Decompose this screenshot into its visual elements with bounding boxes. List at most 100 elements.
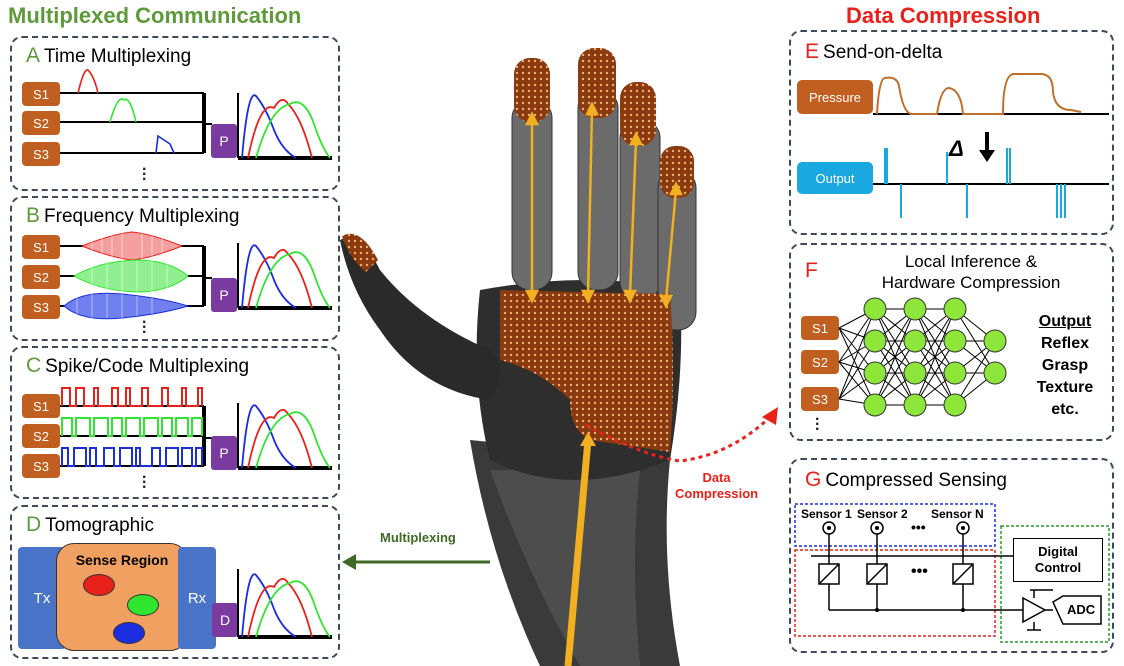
sensor-1-label: Sensor 1 xyxy=(801,507,852,521)
digital-control-box: Digital Control xyxy=(1013,538,1103,582)
more-sensors-ellipsis: · · · xyxy=(142,161,148,188)
panel-c-title: C Spike/Code Multiplexing xyxy=(26,354,249,378)
output-etc: etc. xyxy=(1051,401,1079,418)
panel-g-title: G Compressed Sensing xyxy=(805,468,1007,492)
time-multiplexing-diagram xyxy=(60,69,332,160)
data-compression-arrow xyxy=(585,407,778,463)
adc-label: ADC xyxy=(1067,602,1096,617)
sensor-s1: S1 xyxy=(22,235,60,259)
panel-b-title: B Frequency Multiplexing xyxy=(26,204,239,228)
nn-node xyxy=(983,361,1007,385)
multiplexing-label: Multiplexing xyxy=(380,530,456,545)
panel-e-title: E Send-on-delta xyxy=(805,40,942,64)
nn-connection xyxy=(874,308,916,406)
green-target xyxy=(127,594,159,616)
sensor-s1: S1 xyxy=(22,394,60,418)
multiplexed-communication-heading: Multiplexed Communication xyxy=(8,3,302,28)
panel-f-local-inference: F Local Inference & Hardware Compression… xyxy=(789,243,1114,441)
panel-d-letter: D xyxy=(26,513,42,536)
nn-connection xyxy=(914,308,956,406)
nn-node xyxy=(903,329,927,353)
blue-target xyxy=(113,622,145,644)
sensor-s3: S3 xyxy=(22,454,60,478)
panel-f-letter-wrap: F xyxy=(805,259,822,283)
neural-network-diagram xyxy=(838,297,1007,417)
sensor-s2: S2 xyxy=(22,111,60,135)
compressed-sensing-circuit: ••• ••• xyxy=(794,503,1110,643)
send-on-delta-plot: Δ xyxy=(873,73,1109,218)
panel-c-letter: C xyxy=(26,354,42,377)
receiver-rx: Rx xyxy=(178,547,216,649)
processor-p: P xyxy=(211,278,237,312)
panel-d-title-text: Tomographic xyxy=(45,515,154,536)
panel-f-title-line1: Local Inference & xyxy=(904,252,1038,271)
nn-node xyxy=(983,329,1007,353)
output-heading: Output xyxy=(1038,313,1092,330)
panel-e-title-text: Send-on-delta xyxy=(823,42,943,63)
panel-b-title-text: Frequency Multiplexing xyxy=(44,206,240,227)
more-sensors-ellipsis: · · · xyxy=(815,411,821,438)
robotic-hand-illustration xyxy=(340,48,697,666)
inference-outputs: Output Reflex Grasp Texture etc. xyxy=(1019,311,1111,421)
more-sensors-ellipsis: · · · xyxy=(142,469,148,496)
panel-c-spike-code-multiplexing: C Spike/Code Multiplexing S1 S2 S3 P · · · xyxy=(10,346,340,499)
nn-node xyxy=(863,393,887,417)
panel-b-frequency-multiplexing: B Frequency Multiplexing S1 S2 S3 P · · · xyxy=(10,196,340,341)
nn-node xyxy=(863,329,887,353)
panel-b-letter: B xyxy=(26,204,41,227)
panel-a-time-multiplexing: A Time Multiplexing S1 S2 S3 P · · · xyxy=(10,36,340,191)
nn-node xyxy=(863,297,887,321)
panel-d-tomographic: D Tomographic Tx Sense Region Rx D xyxy=(10,505,340,659)
panel-g-title-text: Compressed Sensing xyxy=(825,470,1007,491)
data-compression-label-line1: Data xyxy=(702,470,731,485)
panel-d-title: D Tomographic xyxy=(26,513,154,537)
nn-connection xyxy=(838,327,876,406)
output-grasp: Grasp xyxy=(1041,357,1089,374)
output-box: Output xyxy=(797,162,873,194)
processor-p: P xyxy=(211,436,237,470)
red-target xyxy=(83,574,115,596)
nn-connection xyxy=(838,308,876,400)
panel-e-letter: E xyxy=(805,40,820,63)
panel-f-title: Local Inference & Hardware Compression xyxy=(831,251,1111,293)
sense-region: Sense Region xyxy=(56,543,188,651)
panel-a-title: A Time Multiplexing xyxy=(26,44,191,68)
panel-a-letter: A xyxy=(26,44,41,67)
sensor-s3: S3 xyxy=(22,295,60,319)
panel-e-send-on-delta: E Send-on-delta Pressure Output Δ xyxy=(789,30,1114,235)
nn-node xyxy=(903,361,927,385)
pressure-box: Pressure xyxy=(797,80,873,114)
nn-node xyxy=(903,393,927,417)
panel-g-letter: G xyxy=(805,468,822,491)
multiplexing-arrow xyxy=(342,554,490,570)
data-compression-heading: Data Compression xyxy=(846,3,1041,28)
delta-symbol: Δ xyxy=(948,136,964,161)
nn-node xyxy=(943,329,967,353)
data-compression-label: Data Compression xyxy=(675,470,758,502)
panel-c-title-text: Spike/Code Multiplexing xyxy=(45,356,250,377)
sensor-2-label: Sensor 2 xyxy=(857,507,908,521)
nn-connection xyxy=(914,340,956,406)
sensor-s3: S3 xyxy=(801,387,839,411)
output-reflex: Reflex xyxy=(1040,335,1090,352)
panel-g-compressed-sensing: G Compressed Sensing ••• ••• Sensor 1 Sen… xyxy=(789,458,1114,653)
svg-text:•••: ••• xyxy=(911,563,928,580)
nn-connection xyxy=(914,308,956,374)
nn-connection xyxy=(874,340,916,406)
svg-text:•••: ••• xyxy=(911,519,926,535)
nn-connection xyxy=(954,340,996,406)
more-sensors-ellipsis: · · · xyxy=(142,314,148,341)
sensor-s3: S3 xyxy=(22,142,60,166)
sensor-s2: S2 xyxy=(801,350,839,374)
sense-region-label: Sense Region xyxy=(75,552,169,568)
nn-connection xyxy=(874,308,916,374)
sensor-n-label: Sensor N xyxy=(931,507,984,521)
spike-code-multiplexing-diagram xyxy=(60,387,332,470)
nn-node xyxy=(863,361,887,385)
sensor-s2: S2 xyxy=(22,424,60,448)
nn-node xyxy=(943,393,967,417)
data-compression-label-line2: Compression xyxy=(675,486,759,501)
sensor-s2: S2 xyxy=(22,265,60,289)
panel-f-title-line2: Hardware Compression xyxy=(881,273,1061,292)
nn-node xyxy=(903,297,927,321)
